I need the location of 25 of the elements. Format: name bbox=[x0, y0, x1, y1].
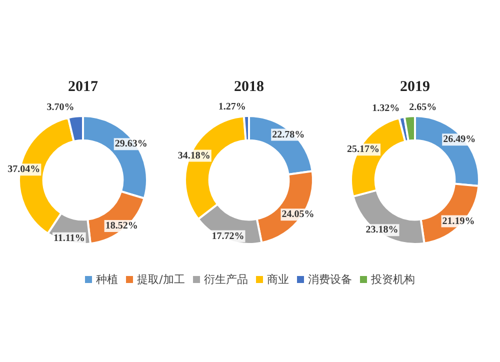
data-label: 25.17% bbox=[347, 144, 380, 156]
data-label: 11.11% bbox=[53, 232, 85, 244]
data-label: 1.27% bbox=[218, 102, 246, 113]
chart-title: 2019 bbox=[400, 78, 430, 95]
data-label: 34.18% bbox=[178, 150, 210, 162]
data-label: 17.72% bbox=[212, 230, 244, 242]
data-label: 18.52% bbox=[105, 220, 138, 232]
data-label: 23.18% bbox=[366, 224, 398, 236]
legend-label: 种植 bbox=[95, 273, 118, 286]
data-label: 24.05% bbox=[282, 209, 314, 220]
data-label: 37.04% bbox=[8, 164, 40, 176]
legend-label: 提取/加工 bbox=[136, 273, 185, 286]
legend-label: 商业 bbox=[266, 273, 289, 286]
legend-label: 投资机构 bbox=[370, 273, 415, 286]
data-label: 21.19% bbox=[442, 216, 475, 227]
data-label: 2.65% bbox=[409, 102, 437, 113]
data-label: 3.70% bbox=[46, 102, 74, 114]
data-label: 29.63% bbox=[114, 138, 148, 150]
data-label: 26.49% bbox=[443, 134, 476, 146]
data-label: 22.78% bbox=[272, 129, 305, 140]
legend-label: 消费设备 bbox=[306, 273, 352, 286]
legend-label: 衍生产品 bbox=[202, 273, 248, 286]
chart-title: 2017 bbox=[68, 78, 98, 95]
chart-title: 2018 bbox=[234, 78, 264, 95]
data-label: 1.32% bbox=[372, 103, 400, 114]
